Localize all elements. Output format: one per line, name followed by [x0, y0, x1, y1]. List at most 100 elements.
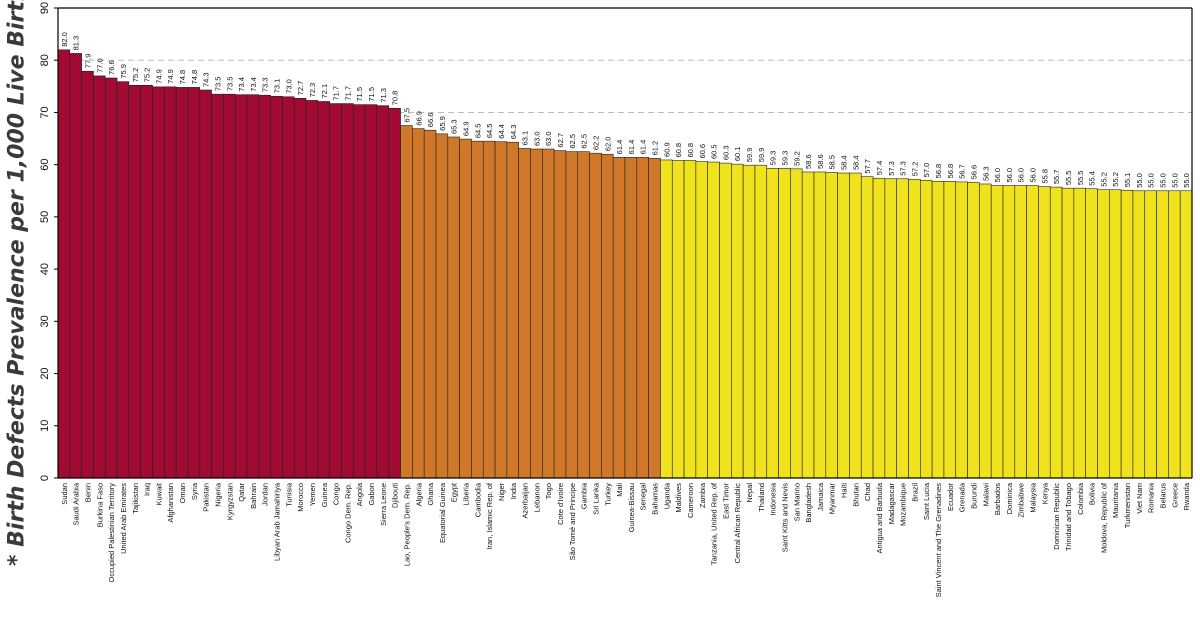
value-label: 64.4	[497, 124, 506, 139]
value-label: 56.0	[993, 168, 1002, 183]
bar	[69, 53, 82, 479]
y-axis-title-wrap: * Birth Defects Prevalence per 1,000 Liv…	[2, 0, 32, 620]
value-label: 59.3	[769, 151, 778, 166]
x-tick-label: Yemen	[308, 483, 317, 506]
bar	[518, 148, 531, 479]
bar	[282, 96, 295, 479]
x-tick-label: Nepal	[745, 483, 754, 503]
value-label: 75.9	[119, 64, 128, 79]
x-tick-label: Algeria	[414, 482, 423, 506]
value-label: 55.0	[1158, 173, 1167, 188]
x-tick-label: Saudi Arabia	[72, 482, 81, 525]
x-tick-label: Sudan	[60, 483, 69, 505]
value-label: 62.5	[568, 134, 577, 149]
value-label: 60.1	[733, 147, 742, 162]
x-tick-label: Egypt	[450, 482, 459, 502]
bar	[766, 168, 779, 479]
value-label: 72.7	[296, 81, 305, 96]
bar	[400, 125, 413, 479]
value-label: 74.8	[178, 70, 187, 85]
bar	[1061, 187, 1075, 479]
bar	[1109, 189, 1122, 479]
y-axis: 0 10 20 30 40 50 60 70 80 90	[39, 2, 1193, 481]
bar	[553, 150, 567, 479]
x-tick-label: Occupied Palestinian Territory	[107, 483, 116, 583]
value-label: 63.1	[521, 131, 530, 146]
y-tick-label: 90	[39, 2, 51, 14]
bar	[104, 77, 118, 479]
value-label: 70.8	[391, 91, 400, 106]
x-tick-label: Bhutan	[851, 483, 860, 507]
x-tick-label: Morocco	[296, 483, 305, 512]
value-label: 73.4	[237, 77, 246, 92]
x-tick-label: Belarus	[1158, 483, 1167, 509]
bar	[719, 162, 732, 479]
bar	[636, 157, 649, 479]
x-tick-label: Sri Lanka	[591, 482, 600, 515]
value-label: 56.3	[981, 166, 990, 181]
value-label: 55.0	[1170, 173, 1179, 188]
bar	[931, 181, 945, 479]
bar	[1168, 190, 1181, 479]
x-tick-label: Liberia	[462, 482, 471, 505]
value-label: 74.8	[190, 70, 199, 85]
value-label: 60.9	[662, 142, 671, 157]
bar	[1073, 187, 1086, 479]
bar	[1179, 190, 1193, 479]
bar	[234, 94, 248, 479]
bar	[175, 87, 189, 479]
x-tick-label: Myanmar	[828, 483, 837, 515]
value-label: 77.9	[84, 54, 93, 69]
x-tick-label: Antigua and Barbuda	[875, 482, 884, 553]
y-tick-label: 50	[39, 211, 51, 223]
value-label: 55.0	[1147, 173, 1156, 188]
bar	[967, 182, 980, 479]
value-label: 57.2	[910, 162, 919, 177]
bar	[305, 100, 319, 479]
bar	[341, 103, 354, 479]
x-tick-label: Sierra Leone	[379, 483, 388, 526]
x-tick-label: Pakistan	[202, 483, 211, 512]
value-label: 73.0	[284, 79, 293, 94]
bar	[506, 141, 519, 479]
bar	[353, 104, 366, 479]
bar	[742, 164, 756, 479]
x-tick-label: Chad	[863, 483, 872, 501]
x-tick-label: Jamaica	[816, 482, 825, 511]
x-tick-label: San Marino	[792, 483, 801, 521]
x-tick-label: Central African Republic	[733, 483, 742, 564]
value-label: 74.3	[202, 72, 211, 87]
bar	[187, 87, 201, 479]
value-label: 59.2	[792, 151, 801, 166]
y-axis-title: * Birth Defects Prevalence per 1,000 Liv…	[4, 0, 30, 566]
x-tick-label: Lebanon	[532, 483, 541, 512]
value-label: 55.1	[1123, 173, 1132, 188]
value-label: 60.8	[674, 143, 683, 158]
value-label: 59.3	[780, 151, 789, 166]
x-tick-label: Djibouti	[391, 483, 400, 508]
bar	[164, 86, 177, 479]
value-label: 58.6	[804, 154, 813, 169]
value-label: 73.5	[225, 77, 234, 92]
x-tick-label: Bahrain	[249, 483, 258, 509]
bar	[896, 178, 909, 479]
bar	[376, 105, 390, 479]
value-label: 64.5	[473, 124, 482, 139]
value-label: 59.9	[757, 148, 766, 163]
value-label: 73.4	[249, 77, 258, 92]
value-label: 76.6	[107, 60, 116, 75]
x-tick-label: Cambodia	[473, 482, 482, 517]
x-tick-label: Kyrgyzstan	[225, 483, 234, 520]
bar	[140, 84, 153, 479]
value-label: 55.4	[1088, 171, 1097, 186]
x-tick-label: Syria	[190, 482, 199, 500]
bar	[660, 159, 673, 479]
x-tick-label: Ghana	[426, 482, 435, 505]
bar	[707, 161, 720, 479]
bar	[1038, 186, 1051, 479]
x-tick-label: Thailand	[757, 483, 766, 512]
bar	[317, 101, 330, 479]
bar	[93, 75, 106, 479]
x-tick-label: Gabon	[367, 483, 376, 506]
value-label: 72.1	[320, 84, 329, 99]
